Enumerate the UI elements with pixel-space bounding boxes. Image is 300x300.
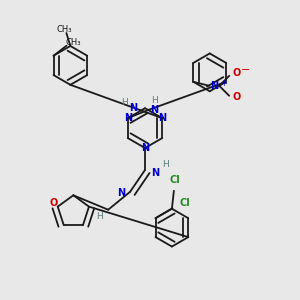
Text: H: H (96, 212, 103, 221)
Text: N: N (117, 188, 125, 198)
Text: Cl: Cl (169, 175, 180, 185)
Text: H: H (163, 160, 169, 169)
Text: O: O (50, 198, 58, 208)
Text: N: N (210, 81, 218, 91)
Text: N: N (151, 168, 159, 178)
Text: CH₃: CH₃ (57, 25, 72, 34)
Text: O: O (232, 68, 240, 78)
Text: CH₃: CH₃ (66, 38, 81, 47)
Text: N: N (158, 113, 166, 123)
Text: N: N (129, 103, 137, 113)
Text: O: O (232, 92, 240, 102)
Text: +: + (220, 79, 226, 88)
Text: N: N (151, 105, 159, 115)
Text: N: N (124, 113, 132, 123)
Text: −: − (240, 65, 250, 75)
Text: H: H (151, 96, 158, 105)
Text: H: H (121, 98, 128, 107)
Text: Cl: Cl (179, 198, 190, 208)
Text: N: N (141, 143, 149, 153)
